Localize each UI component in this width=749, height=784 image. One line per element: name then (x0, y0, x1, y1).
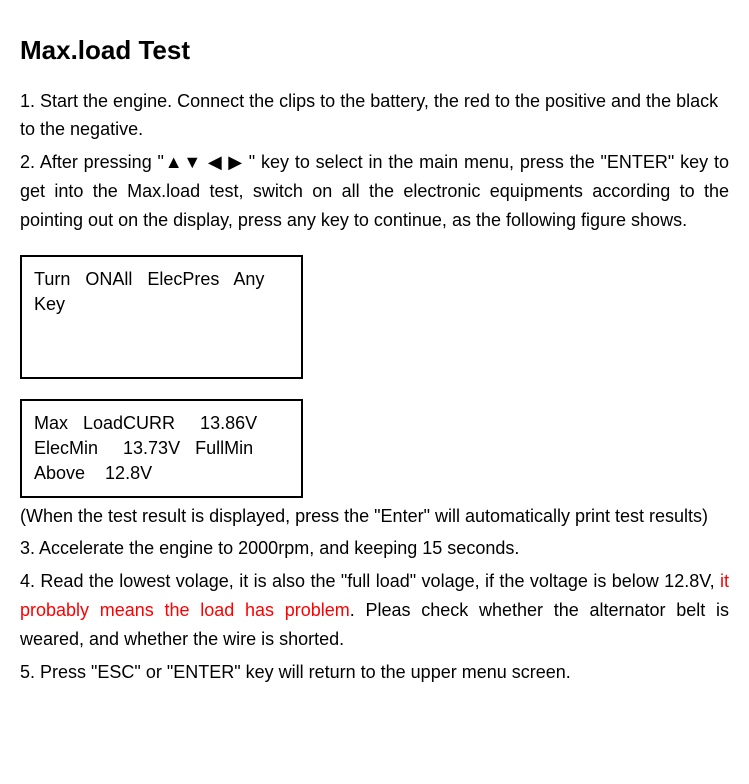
step-1-text: 1. Start the engine. Connect the clips t… (20, 87, 729, 145)
step-4-text: 4. Read the lowest volage, it is also th… (20, 567, 729, 653)
step-5-text: 5. Press "ESC" or "ENTER" key will retur… (20, 658, 729, 687)
display-box-2: Max LoadCURR 13.86V ElecMin 13.73V FullM… (20, 399, 303, 498)
display-2-line-1: Max LoadCURR 13.86V (34, 411, 289, 436)
display-1-line-1: Turn ONAll ElecPres Any (34, 267, 289, 292)
section-title: Max.load Test (20, 30, 729, 72)
display-box-1: Turn ONAll ElecPres Any Key (20, 255, 303, 379)
step-4-part-1: 4. Read the lowest volage, it is also th… (20, 571, 720, 591)
display-2-line-3: Above 12.8V (34, 461, 289, 486)
print-note-text: (When the test result is displayed, pres… (20, 502, 729, 531)
step-3-text: 3. Accelerate the engine to 2000rpm, and… (20, 534, 729, 563)
display-1-line-2: Key (34, 292, 289, 317)
display-2-line-2: ElecMin 13.73V FullMin (34, 436, 289, 461)
step-2-text: 2. After pressing "▲▼ ◀ ▶ " key to selec… (20, 148, 729, 234)
